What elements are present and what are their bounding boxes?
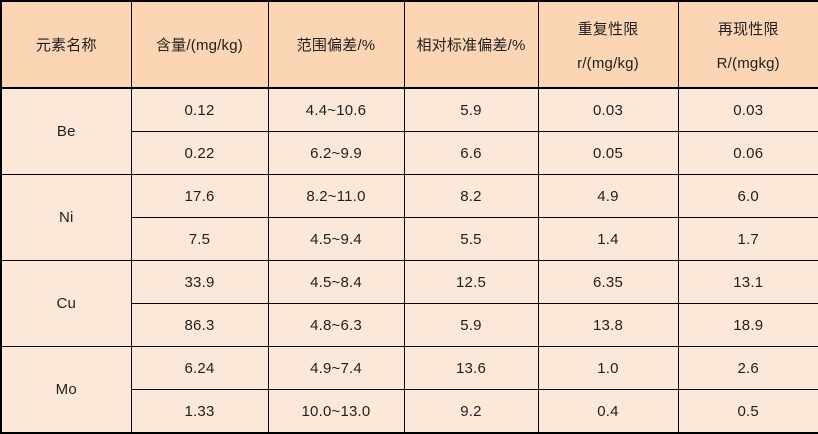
cell-content: 17.6	[131, 175, 268, 218]
cell-repeatability-limit: 0.4	[538, 390, 678, 434]
header-row: 元素名称 含量/(mg/kg) 范围偏差/% 相对标准偏差/% 重复性限 r/(…	[1, 1, 818, 88]
table-row: Mo 6.24 4.9~7.4 13.6 1.0 2.6	[1, 347, 818, 390]
cell-relative-std-deviation: 5.9	[404, 304, 538, 347]
header-relative-std-deviation: 相对标准偏差/%	[404, 1, 538, 88]
header-reproducibility-limit-unit: R/(mgkg)	[679, 55, 818, 72]
cell-reproducibility-limit: 6.0	[678, 175, 818, 218]
table-row: Be 0.12 4.4~10.6 5.9 0.03 0.03	[1, 88, 818, 132]
element-cell-be: Be	[1, 88, 131, 175]
cell-range-deviation: 4.9~7.4	[268, 347, 404, 390]
cell-relative-std-deviation: 6.6	[404, 132, 538, 175]
cell-relative-std-deviation: 5.9	[404, 88, 538, 132]
cell-reproducibility-limit: 0.03	[678, 88, 818, 132]
cell-relative-std-deviation: 13.6	[404, 347, 538, 390]
cell-repeatability-limit: 6.35	[538, 261, 678, 304]
cell-repeatability-limit: 1.0	[538, 347, 678, 390]
cell-reproducibility-limit: 0.5	[678, 390, 818, 434]
cell-relative-std-deviation: 5.5	[404, 218, 538, 261]
cell-repeatability-limit: 0.05	[538, 132, 678, 175]
header-repeatability-limit: 重复性限 r/(mg/kg)	[538, 1, 678, 88]
header-repeatability-limit-title: 重复性限	[539, 18, 678, 39]
cell-content: 33.9	[131, 261, 268, 304]
header-range-deviation: 范围偏差/%	[268, 1, 404, 88]
cell-range-deviation: 4.4~10.6	[268, 88, 404, 132]
cell-range-deviation: 4.5~8.4	[268, 261, 404, 304]
cell-content: 1.33	[131, 390, 268, 434]
header-reproducibility-limit-title: 再现性限	[679, 18, 818, 39]
cell-content: 7.5	[131, 218, 268, 261]
table-row: Cu 33.9 4.5~8.4 12.5 6.35 13.1	[1, 261, 818, 304]
header-content: 含量/(mg/kg)	[131, 1, 268, 88]
element-analysis-table-container: 元素名称 含量/(mg/kg) 范围偏差/% 相对标准偏差/% 重复性限 r/(…	[0, 0, 818, 424]
cell-reproducibility-limit: 1.7	[678, 218, 818, 261]
cell-repeatability-limit: 4.9	[538, 175, 678, 218]
cell-content: 6.24	[131, 347, 268, 390]
cell-relative-std-deviation: 8.2	[404, 175, 538, 218]
cell-range-deviation: 10.0~13.0	[268, 390, 404, 434]
element-cell-ni: Ni	[1, 175, 131, 261]
element-cell-mo: Mo	[1, 347, 131, 434]
cell-reproducibility-limit: 2.6	[678, 347, 818, 390]
cell-repeatability-limit: 0.03	[538, 88, 678, 132]
cell-range-deviation: 4.8~6.3	[268, 304, 404, 347]
header-repeatability-limit-unit: r/(mg/kg)	[539, 55, 678, 72]
cell-range-deviation: 4.5~9.4	[268, 218, 404, 261]
cell-repeatability-limit: 13.8	[538, 304, 678, 347]
element-cell-cu: Cu	[1, 261, 131, 347]
cell-reproducibility-limit: 0.06	[678, 132, 818, 175]
cell-content: 86.3	[131, 304, 268, 347]
cell-relative-std-deviation: 12.5	[404, 261, 538, 304]
cell-content: 0.12	[131, 88, 268, 132]
cell-reproducibility-limit: 18.9	[678, 304, 818, 347]
cell-range-deviation: 6.2~9.9	[268, 132, 404, 175]
header-element-name: 元素名称	[1, 1, 131, 88]
cell-reproducibility-limit: 13.1	[678, 261, 818, 304]
cell-repeatability-limit: 1.4	[538, 218, 678, 261]
header-reproducibility-limit: 再现性限 R/(mgkg)	[678, 1, 818, 88]
cell-content: 0.22	[131, 132, 268, 175]
table-row: Ni 17.6 8.2~11.0 8.2 4.9 6.0	[1, 175, 818, 218]
cell-relative-std-deviation: 9.2	[404, 390, 538, 434]
cell-range-deviation: 8.2~11.0	[268, 175, 404, 218]
